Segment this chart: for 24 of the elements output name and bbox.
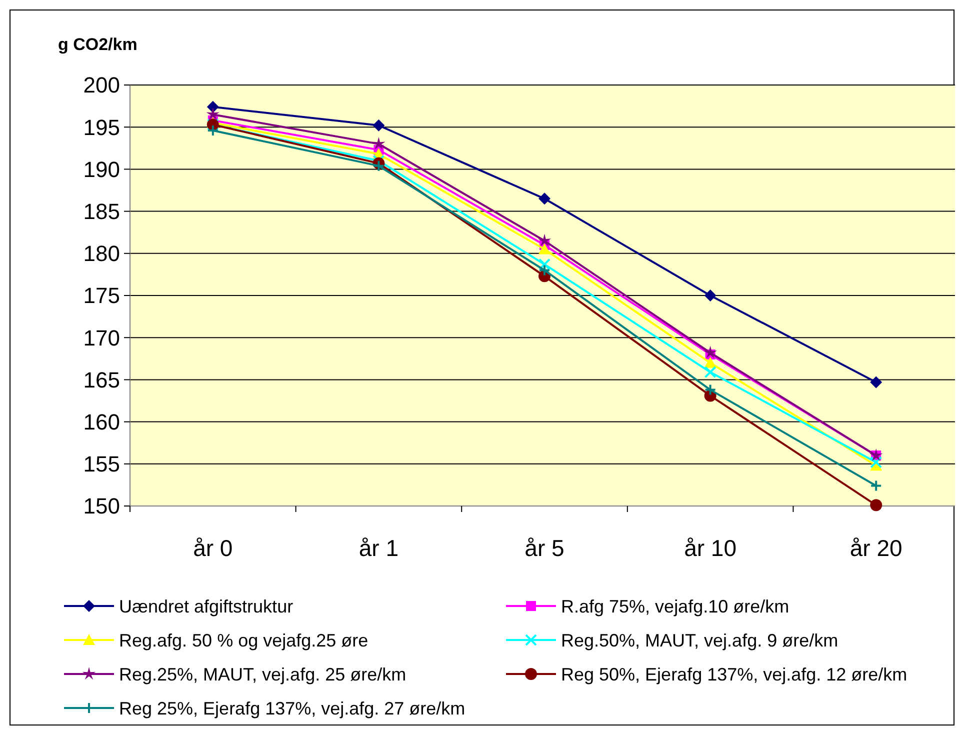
legend-label: Reg.50%, MAUT, vej.afg. 9 øre/km [561,630,838,650]
y-tick-label: 200 [83,72,120,98]
y-tick-label: 155 [83,452,120,477]
legend-label: Reg.25%, MAUT, vej.afg. 25 øre/km [119,664,406,684]
y-tick-label: 185 [83,199,120,224]
x-tick-label: år 5 [524,535,564,561]
legend-label: Uændret afgiftstruktur [119,596,294,616]
y-tick-label: 170 [83,325,120,350]
legend-label: R.afg 75%, vejafg.10 øre/km [561,596,790,616]
y-tick-label: 160 [83,410,120,434]
y-tick-label: 150 [83,494,120,519]
y-axis-title: g CO2/km [58,35,138,54]
y-tick-label: 195 [83,114,120,140]
x-tick-label: år 20 [850,535,902,561]
x-tick-label: år 10 [684,535,737,561]
y-tick-label: 175 [83,283,120,308]
x-tick-label: år 1 [358,535,399,561]
legend-label: Reg.afg. 50 % og vejafg.25 øre [119,630,368,650]
legend-label: Reg 50%, Ejerafg 137%, vej.afg. 12 øre/km [561,664,908,684]
legend-label: Reg 25%, Ejerafg 137%, vej.afg. 27 øre/km [119,698,466,718]
y-tick-label: 190 [83,156,120,182]
x-tick-label: år 0 [193,535,233,561]
y-tick-label: 180 [83,241,120,266]
y-tick-label: 165 [83,367,120,392]
